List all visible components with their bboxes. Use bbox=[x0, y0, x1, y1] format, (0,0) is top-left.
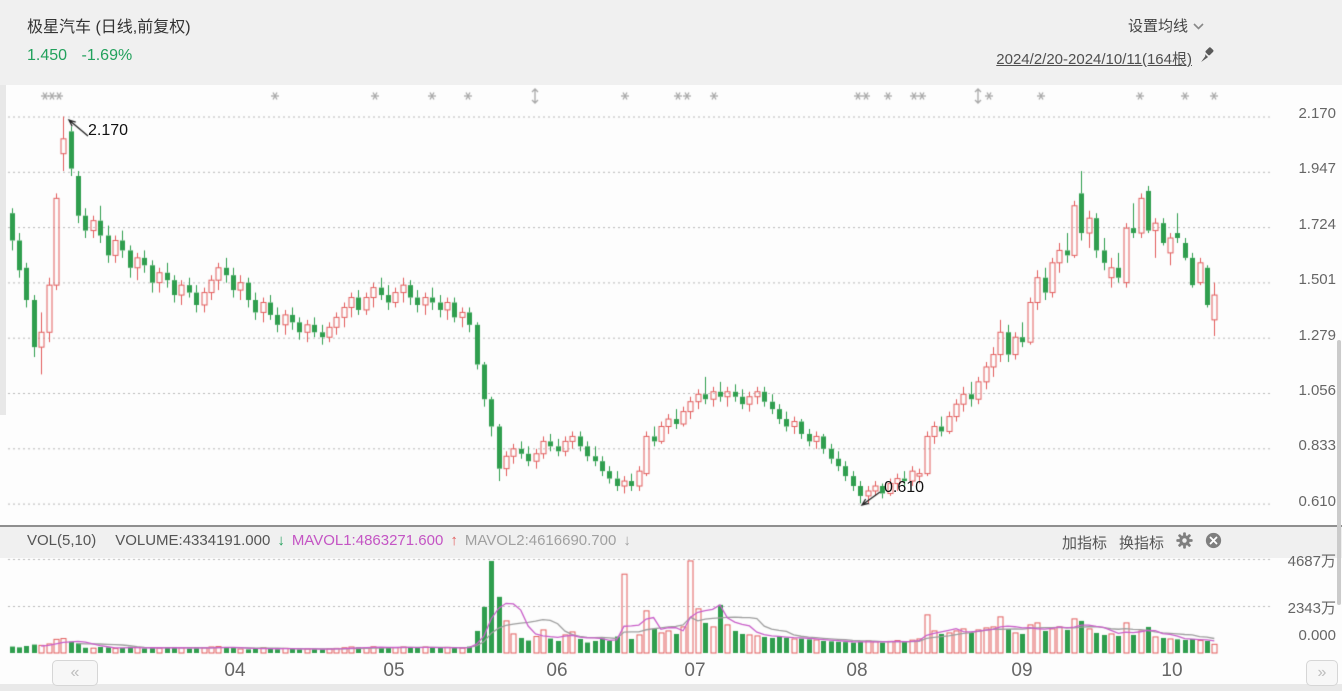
vertical-scrollbar[interactable] bbox=[1337, 340, 1341, 605]
vol-indicator-label: VOL(5,10) bbox=[27, 532, 97, 549]
price-axis-tick: 0.833 bbox=[1298, 437, 1336, 454]
price-axis-tick: 0.610 bbox=[1298, 493, 1336, 510]
add-indicator-button[interactable]: 加指标 bbox=[1061, 535, 1107, 552]
date-range-link[interactable]: 2024/2/20-2024/10/11(164根) bbox=[996, 51, 1192, 68]
volume-axis-tick: 4687万 bbox=[1287, 553, 1336, 570]
scroll-left-button[interactable]: « bbox=[52, 660, 98, 686]
mavol1-up-arrow-icon: ↑ bbox=[450, 532, 458, 549]
mavol1-value-label: MAVOL1:4863271.600 bbox=[291, 532, 444, 549]
volume-value-label: VOLUME:4334191.000 bbox=[115, 532, 271, 549]
last-price: 1.450 bbox=[27, 47, 68, 64]
scroll-right-button[interactable]: » bbox=[1306, 660, 1338, 686]
mavol2-value-label: MAVOL2:4616690.700 bbox=[464, 532, 617, 549]
ma-settings-label: 设置均线 bbox=[1128, 18, 1189, 35]
x-axis-month-label: 07 bbox=[684, 660, 706, 681]
x-axis-month-label: 05 bbox=[383, 660, 405, 681]
change-percent: -1.69% bbox=[81, 47, 133, 64]
price-axis-tick: 1.947 bbox=[1298, 160, 1336, 177]
pin-icon[interactable] bbox=[1198, 46, 1216, 64]
x-axis-month-label: 09 bbox=[1011, 660, 1033, 681]
page-title: 极星汽车 (日线,前复权) bbox=[27, 19, 191, 36]
high-annotation: 2.170 bbox=[88, 122, 129, 139]
price-axis-tick: 1.056 bbox=[1298, 382, 1336, 399]
x-axis-month-label: 10 bbox=[1161, 660, 1183, 681]
close-icon[interactable] bbox=[1205, 532, 1222, 553]
price-axis-tick: 2.170 bbox=[1298, 105, 1336, 122]
volume-indicator-header: VOL(5,10) VOLUME:4334191.000 ↓ MAVOL1:48… bbox=[27, 532, 631, 549]
x-axis-month-label: 06 bbox=[546, 660, 568, 681]
price-axis-tick: 1.501 bbox=[1298, 271, 1336, 288]
ma-settings-button[interactable]: 设置均线 bbox=[1128, 15, 1204, 36]
x-axis-month-label: 08 bbox=[846, 660, 868, 681]
low-annotation: 0.610 bbox=[884, 479, 925, 496]
indicator-tools: 加指标 换指标 bbox=[1062, 532, 1222, 553]
price-axis-tick: 1.279 bbox=[1298, 327, 1336, 344]
gear-icon[interactable] bbox=[1176, 532, 1193, 553]
x-axis-month-label: 04 bbox=[224, 660, 246, 681]
volume-axis-tick: 2343万 bbox=[1287, 600, 1336, 617]
chevron-down-icon bbox=[1193, 17, 1204, 34]
price-axis-tick: 1.724 bbox=[1298, 216, 1336, 233]
volume-down-arrow-icon: ↓ bbox=[277, 532, 285, 549]
switch-indicator-button[interactable]: 换指标 bbox=[1118, 535, 1164, 552]
volume-axis-tick: 0.000 bbox=[1298, 627, 1336, 644]
mavol2-down-arrow-icon: ↓ bbox=[623, 532, 631, 549]
quote-line: 1.450 -1.69% bbox=[27, 47, 132, 65]
